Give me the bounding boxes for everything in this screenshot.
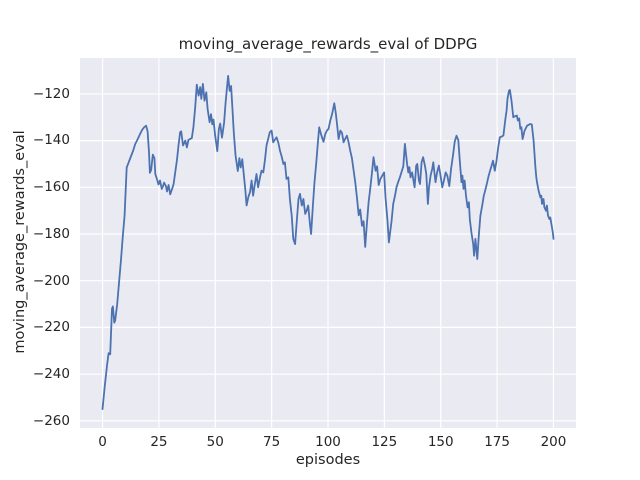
plot-area (80, 58, 576, 428)
x-tick-label: 25 (150, 434, 168, 450)
x-tick-label: 100 (315, 434, 341, 450)
x-tick-label: 0 (98, 434, 107, 450)
y-tick-label: −260 (32, 412, 70, 429)
y-tick-label: −120 (32, 85, 70, 102)
y-tick-label: −140 (32, 132, 70, 149)
y-tick-label: −180 (32, 225, 70, 242)
y-tick-label: −160 (32, 179, 70, 196)
line-chart-svg (80, 58, 576, 428)
chart-title: moving_average_rewards_eval of DDPG (178, 35, 478, 53)
x-tick-label: 75 (263, 434, 281, 450)
x-tick-label: 150 (427, 434, 454, 450)
x-tick-label: 50 (206, 434, 224, 450)
x-tick-label: 175 (484, 434, 510, 450)
y-tick-label: −220 (32, 319, 70, 336)
y-tick-label: −240 (32, 365, 70, 382)
reward-line (101, 74, 555, 410)
x-tick-label: 200 (540, 434, 567, 450)
y-tick-label: −200 (32, 272, 70, 289)
x-tick-label: 125 (371, 434, 398, 450)
x-axis-label: episodes (295, 452, 361, 468)
